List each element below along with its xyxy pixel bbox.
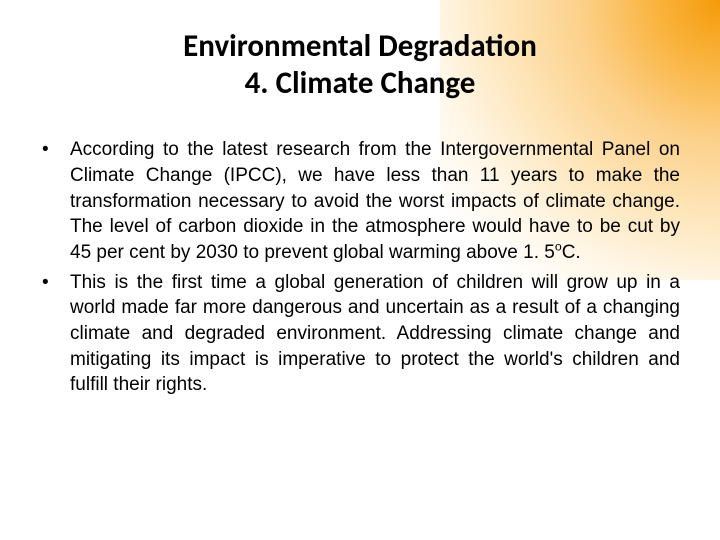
- bullet-list: • According to the latest research from …: [0, 137, 720, 397]
- superscript: o: [555, 240, 562, 254]
- title-line-2: 4. Climate Change: [0, 65, 720, 102]
- bullet-text: According to the latest research from th…: [70, 137, 680, 265]
- slide-title: Environmental Degradation 4. Climate Cha…: [0, 28, 720, 102]
- bullet-text: This is the first time a global generati…: [70, 270, 680, 398]
- bullet-item: • This is the first time a global genera…: [40, 270, 680, 398]
- text-prefix: This is the first time a global generati…: [70, 272, 680, 396]
- bullet-marker-icon: •: [40, 137, 70, 163]
- text-suffix: C.: [562, 242, 581, 263]
- text-prefix: According to the latest research from th…: [70, 139, 680, 263]
- bullet-item: • According to the latest research from …: [40, 137, 680, 265]
- slide-container: Environmental Degradation 4. Climate Cha…: [0, 0, 720, 540]
- bullet-marker-icon: •: [40, 270, 70, 296]
- title-line-1: Environmental Degradation: [0, 28, 720, 65]
